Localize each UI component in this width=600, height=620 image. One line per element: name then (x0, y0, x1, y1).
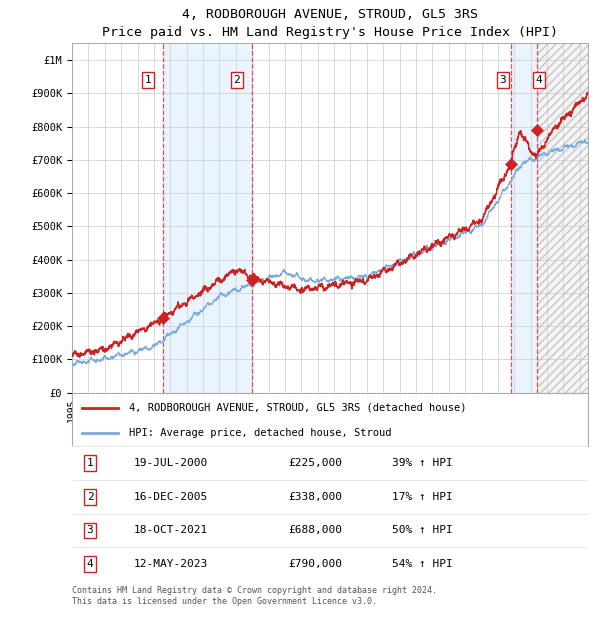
Text: £790,000: £790,000 (289, 559, 343, 569)
Text: Contains HM Land Registry data © Crown copyright and database right 2024.
This d: Contains HM Land Registry data © Crown c… (72, 586, 437, 606)
Text: 1: 1 (86, 458, 94, 468)
Text: £338,000: £338,000 (289, 492, 343, 502)
Text: 3: 3 (499, 75, 506, 85)
Bar (511, 43, 536, 392)
Title: 4, RODBOROUGH AVENUE, STROUD, GL5 3RS
Price paid vs. HM Land Registry's House Pr: 4, RODBOROUGH AVENUE, STROUD, GL5 3RS Pr… (102, 9, 558, 40)
Text: £688,000: £688,000 (289, 525, 343, 535)
Bar (536, 43, 588, 392)
Text: 17% ↑ HPI: 17% ↑ HPI (392, 492, 452, 502)
Text: 54% ↑ HPI: 54% ↑ HPI (392, 559, 452, 569)
Text: 12-MAY-2023: 12-MAY-2023 (134, 559, 208, 569)
Text: 3: 3 (86, 525, 94, 535)
Text: HPI: Average price, detached house, Stroud: HPI: Average price, detached house, Stro… (129, 428, 391, 438)
Bar (163, 43, 251, 392)
Text: 16-DEC-2005: 16-DEC-2005 (134, 492, 208, 502)
Bar (536, 43, 588, 392)
Text: £225,000: £225,000 (289, 458, 343, 468)
Text: 4: 4 (536, 75, 542, 85)
Text: 50% ↑ HPI: 50% ↑ HPI (392, 525, 452, 535)
Text: 2: 2 (86, 492, 94, 502)
Text: 39% ↑ HPI: 39% ↑ HPI (392, 458, 452, 468)
Text: 2: 2 (233, 75, 240, 85)
Text: 1: 1 (145, 75, 151, 85)
Text: 18-OCT-2021: 18-OCT-2021 (134, 525, 208, 535)
Text: 19-JUL-2000: 19-JUL-2000 (134, 458, 208, 468)
Text: 4, RODBOROUGH AVENUE, STROUD, GL5 3RS (detached house): 4, RODBOROUGH AVENUE, STROUD, GL5 3RS (d… (129, 403, 466, 413)
Text: 4: 4 (86, 559, 94, 569)
